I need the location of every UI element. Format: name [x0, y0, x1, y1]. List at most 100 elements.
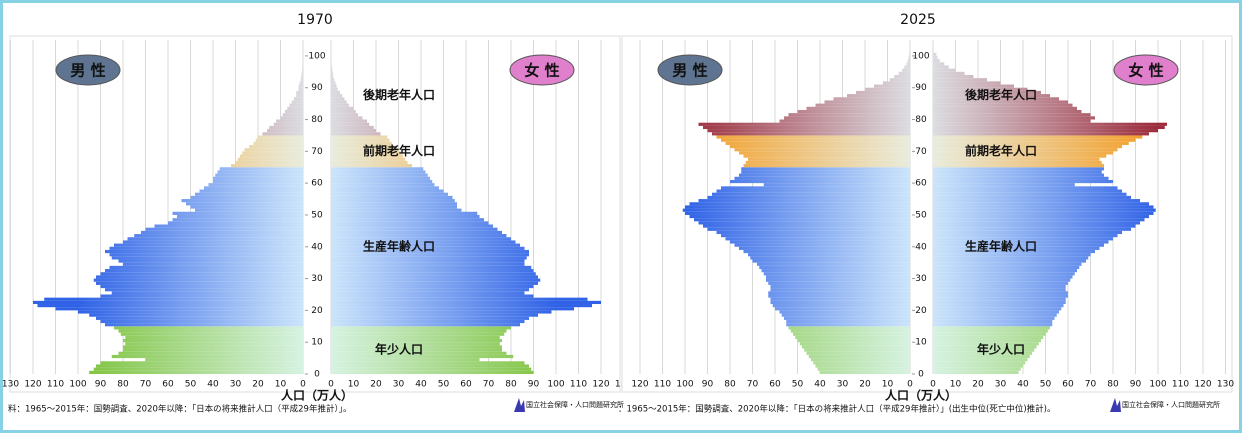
bar [933, 348, 1035, 352]
bar [299, 81, 303, 85]
bar [331, 218, 484, 222]
bar [786, 319, 910, 324]
bar [909, 52, 910, 56]
bar [145, 358, 303, 362]
x-tick-label: 120 [631, 380, 648, 390]
bar [716, 230, 910, 235]
bar [933, 319, 1053, 324]
x-tick-label: 110 [654, 380, 671, 390]
bar [759, 265, 910, 270]
bar [262, 132, 303, 136]
bar [768, 294, 910, 298]
source-logo: 国立社会保障・人口問題研究所 [526, 400, 624, 409]
bar [933, 351, 1032, 355]
bar [78, 310, 303, 314]
bar [331, 214, 480, 219]
bar [933, 291, 1068, 295]
source-note: 料：1965～2015年：国勢調査、2020年以降：「日本の将来推計人口（平成2… [8, 404, 351, 415]
bar [933, 288, 1066, 292]
legend-label: 女 性 [1128, 62, 1163, 80]
x-tick-label: 100 [547, 380, 564, 390]
bar [933, 173, 1104, 177]
bar [757, 262, 910, 266]
bar [689, 202, 910, 206]
bar [105, 269, 303, 273]
bar [331, 243, 520, 247]
bar [331, 179, 433, 184]
bar [725, 141, 910, 145]
bar [213, 179, 303, 184]
bar [725, 237, 910, 241]
bar [258, 135, 303, 139]
bar [331, 326, 511, 330]
bar [933, 345, 1037, 349]
bar [898, 71, 910, 75]
bar [331, 259, 525, 263]
x-tick-label: 60 [460, 380, 472, 390]
bar [96, 281, 303, 285]
group-label: 後期老年人口 [965, 87, 1037, 102]
bar [331, 291, 525, 295]
group-label: 前期老年人口 [965, 143, 1037, 158]
bar [300, 78, 303, 82]
bar [331, 307, 574, 311]
bar [933, 332, 1046, 336]
bar [280, 116, 303, 120]
y-tick-label: 70 [311, 147, 323, 157]
bar [331, 342, 500, 346]
bar [883, 81, 910, 85]
bar [298, 84, 303, 88]
x-tick-label: 110 [570, 380, 587, 390]
bar [933, 100, 1068, 104]
bar [933, 55, 938, 60]
bar [127, 237, 303, 241]
x-tick-label: 100 [1149, 380, 1166, 390]
bar [933, 230, 1122, 235]
bar [721, 234, 910, 238]
bar [331, 160, 408, 165]
bar [331, 275, 538, 279]
bar [806, 106, 910, 110]
bar [331, 358, 480, 362]
bar [109, 253, 303, 257]
bar [331, 246, 525, 250]
bar [933, 361, 1026, 365]
bar [788, 326, 910, 330]
y-tick-label: 60 [311, 179, 323, 189]
y-tick-label: 20 [311, 306, 323, 316]
bar [331, 154, 403, 158]
bar [111, 256, 303, 260]
bar [906, 62, 910, 66]
bar [237, 157, 303, 161]
bar [331, 113, 358, 117]
bar [933, 358, 1028, 362]
x-tick-label: 20 [252, 380, 264, 390]
bar [204, 186, 303, 190]
bar [806, 351, 910, 355]
source-note: ：1965～2015年：国勢調査、2020年以降：「日本の将来推計人口（平成29… [618, 404, 1055, 415]
bar [793, 332, 910, 336]
bar [331, 122, 370, 126]
bar [331, 100, 347, 104]
bar [331, 234, 507, 238]
bar [331, 157, 406, 161]
bar [331, 186, 439, 190]
bar [933, 62, 945, 66]
y-tick-label: 40 [915, 242, 927, 252]
bar [331, 135, 388, 139]
bar [331, 208, 462, 212]
bar [933, 269, 1077, 273]
chart-title: 2025 [900, 12, 936, 28]
x-tick-label: 30 [393, 380, 405, 390]
bar [55, 307, 303, 311]
bar [186, 202, 303, 206]
legend-badge [1113, 54, 1179, 86]
x-tick-label: 10 [950, 380, 962, 390]
bar [772, 304, 910, 308]
x-tick-label: 40 [415, 380, 427, 390]
bar [933, 94, 1050, 98]
bar [856, 90, 910, 95]
bar [331, 129, 376, 133]
legend-label: 男 性 [672, 62, 707, 80]
